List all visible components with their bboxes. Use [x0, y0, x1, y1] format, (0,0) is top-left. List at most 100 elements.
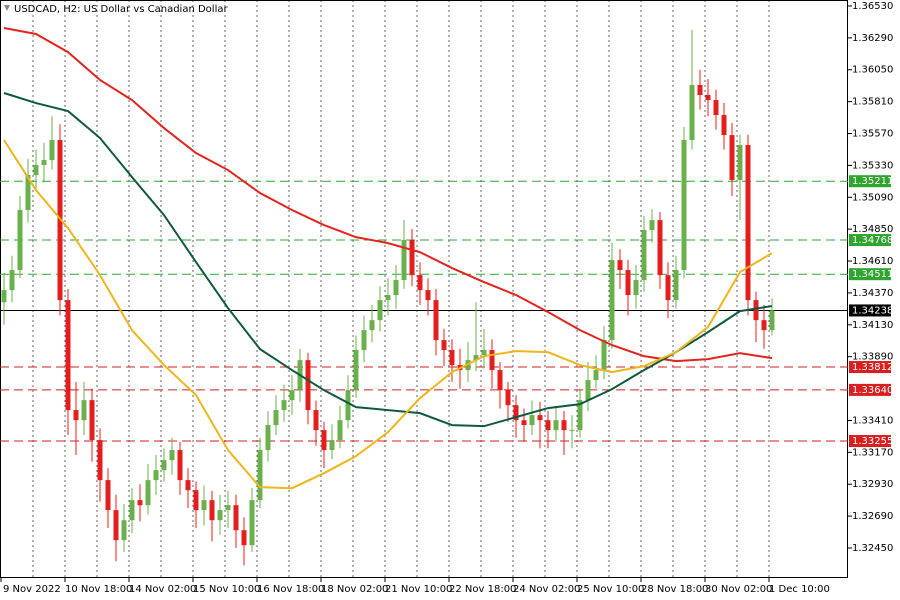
candle-body [193, 490, 199, 511]
candle-body [321, 430, 327, 451]
level-box [849, 361, 891, 374]
candle-body [441, 340, 447, 351]
candle-body [673, 270, 679, 301]
x-tick-label: 10 Nov 18:00 [65, 584, 132, 595]
candle-body [417, 275, 423, 291]
candle-body [449, 350, 455, 366]
candle-body [49, 140, 55, 161]
candle-body [241, 530, 247, 546]
level-box [849, 175, 891, 188]
x-tick-label: 1 Dec 10:00 [769, 584, 830, 595]
candle-body [561, 420, 567, 431]
candle-body [729, 135, 735, 181]
level-label: 1.34238 [852, 305, 893, 316]
candle-body [337, 420, 343, 441]
level-box [849, 268, 891, 281]
candle-body [617, 260, 623, 271]
candle-body [577, 400, 583, 431]
x-tick-label: 15 Nov 10:00 [193, 584, 260, 595]
candle-body [593, 370, 599, 381]
candle-body [705, 94, 711, 101]
candle-body [345, 390, 351, 421]
level-label: 1.33640 [852, 385, 893, 396]
y-tick-label: 1.33890 [852, 352, 893, 363]
candle-body [601, 340, 607, 371]
candle-body [681, 140, 687, 271]
chart-title: USDCAD, H2: US Dollar vs Canadian Dollar [14, 4, 228, 15]
candle-body [569, 430, 575, 432]
candle-body [97, 440, 103, 481]
candle-body [33, 164, 39, 176]
candle-body [281, 400, 287, 411]
ma-line [3, 92, 773, 428]
candle-body [361, 330, 367, 351]
candle-body [81, 400, 87, 421]
candle-body [329, 440, 335, 451]
candle-body [505, 390, 511, 406]
candle-body [697, 85, 703, 95]
y-tick-label: 1.32930 [852, 479, 893, 490]
level-label: 1.33255 [852, 436, 893, 447]
level-label: 1.35211 [852, 176, 893, 187]
candle-body [761, 320, 767, 331]
y-tick-label: 1.35090 [852, 192, 893, 203]
level-box [849, 234, 891, 247]
candle-body [217, 510, 223, 521]
candle-body [249, 500, 255, 546]
candle-body [137, 500, 143, 506]
candle-body [665, 275, 671, 301]
candle-body [65, 300, 71, 411]
candle-body [625, 270, 631, 296]
candle-body [393, 280, 399, 296]
levels [0, 180, 848, 442]
candle-body [169, 450, 175, 461]
candle-body [265, 425, 271, 451]
candle-body [513, 405, 519, 421]
x-tick-label: 21 Nov 10:00 [385, 584, 452, 595]
x-tick-label: 9 Nov 2022 [3, 584, 61, 595]
candle-body [25, 175, 31, 211]
candle-body [161, 460, 167, 471]
level-label: 1.34768 [852, 235, 893, 246]
candle-body [737, 145, 743, 181]
candle-body [9, 270, 15, 291]
candle-body [481, 350, 487, 356]
candle-body [177, 450, 183, 481]
candle-body [385, 295, 391, 301]
candle-body [649, 220, 655, 231]
candle-body [145, 480, 151, 506]
x-tick-label: 30 Nov 02:00 [705, 584, 772, 595]
x-tick-label: 28 Nov 18:00 [641, 584, 708, 595]
candle-body [769, 310, 775, 331]
x-tick-label: 14 Nov 02:00 [129, 584, 196, 595]
candle-body [609, 260, 615, 341]
candle-body [257, 450, 263, 501]
candle-body [73, 410, 79, 421]
y-tick-label: 1.32690 [852, 511, 893, 522]
candle-body [545, 420, 551, 431]
candle-body [713, 100, 719, 116]
candle-body [689, 85, 695, 141]
y-tick-label: 1.35810 [852, 97, 893, 108]
level-box [849, 383, 891, 396]
x-tick-label: 22 Nov 18:00 [449, 584, 516, 595]
candle-body [185, 480, 191, 491]
y-tick-label: 1.33170 [852, 447, 893, 458]
candle-body [1, 290, 7, 303]
candle-body [585, 380, 591, 401]
level-label: 1.33812 [852, 362, 893, 373]
y-tick-label: 1.36290 [852, 33, 893, 44]
candle-body [753, 300, 759, 321]
x-tick-label: 16 Nov 18:00 [257, 584, 324, 595]
y-tick-label: 1.34370 [852, 288, 893, 299]
candle-body [433, 300, 439, 341]
candle-body [273, 410, 279, 426]
candle-body [633, 280, 639, 296]
level-box [849, 304, 891, 317]
candle-body [105, 480, 111, 511]
candle-body [353, 350, 359, 391]
y-tick-label: 1.34130 [852, 320, 893, 331]
plot-frame [0, 0, 848, 578]
x-tick-label: 18 Nov 02:00 [321, 584, 388, 595]
